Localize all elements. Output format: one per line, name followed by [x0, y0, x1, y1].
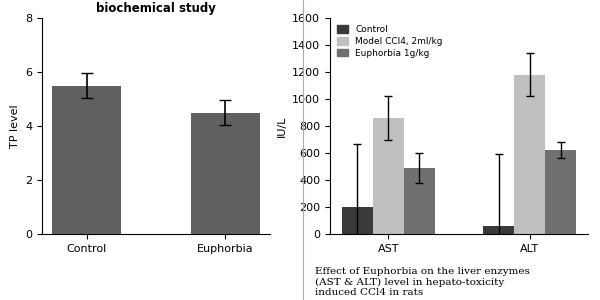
Bar — [404, 168, 435, 234]
Bar — [514, 75, 545, 234]
Bar — [191, 112, 260, 234]
Text: Effect of Euphorbia on the liver enzymes
(AST & ALT) level in hepato-toxicity
in: Effect of Euphorbia on the liver enzymes… — [315, 267, 530, 297]
Bar — [373, 118, 404, 234]
Bar — [52, 85, 121, 234]
Legend: Control, Model CCl4, 2ml/kg, Euphorbia 1g/kg: Control, Model CCl4, 2ml/kg, Euphorbia 1… — [335, 22, 445, 60]
Bar — [545, 150, 576, 234]
Bar — [342, 207, 373, 234]
Y-axis label: IU/L: IU/L — [277, 115, 287, 137]
Y-axis label: TP level: TP level — [10, 104, 20, 148]
Title: Effect of Euphorbia on mice
serum total protein in
biochemical study: Effect of Euphorbia on mice serum total … — [64, 0, 248, 15]
Bar — [483, 226, 514, 234]
